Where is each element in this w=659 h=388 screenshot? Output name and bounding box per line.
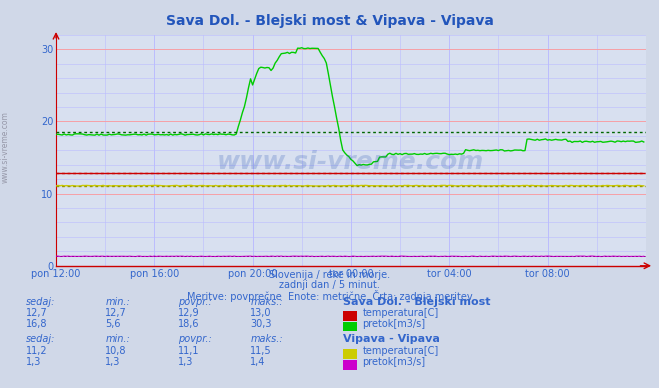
Text: 5,6: 5,6 <box>105 319 121 329</box>
Text: pretok[m3/s]: pretok[m3/s] <box>362 357 426 367</box>
Text: 11,2: 11,2 <box>26 346 48 356</box>
Text: min.:: min.: <box>105 296 130 307</box>
Text: 11,5: 11,5 <box>250 346 272 356</box>
Text: 11,1: 11,1 <box>178 346 200 356</box>
Text: temperatura[C]: temperatura[C] <box>362 346 439 356</box>
Text: Sava Dol. - Blejski most: Sava Dol. - Blejski most <box>343 296 490 307</box>
Text: 1,3: 1,3 <box>105 357 121 367</box>
Text: 30,3: 30,3 <box>250 319 272 329</box>
Text: Sava Dol. - Blejski most & Vipava - Vipava: Sava Dol. - Blejski most & Vipava - Vipa… <box>165 14 494 28</box>
Text: 12,7: 12,7 <box>105 308 127 318</box>
Text: pretok[m3/s]: pretok[m3/s] <box>362 319 426 329</box>
Text: Slovenija / reke in morje.: Slovenija / reke in morje. <box>269 270 390 280</box>
Text: www.si-vreme.com: www.si-vreme.com <box>217 150 484 174</box>
Text: povpr.:: povpr.: <box>178 334 212 344</box>
Text: Meritve: povprečne  Enote: metrične  Črta: zadnja meritev: Meritve: povprečne Enote: metrične Črta:… <box>186 290 473 302</box>
Text: 1,3: 1,3 <box>178 357 193 367</box>
Text: maks.:: maks.: <box>250 296 283 307</box>
Text: 13,0: 13,0 <box>250 308 272 318</box>
Text: 10,8: 10,8 <box>105 346 127 356</box>
Text: povpr.:: povpr.: <box>178 296 212 307</box>
Text: sedaj:: sedaj: <box>26 296 56 307</box>
Text: temperatura[C]: temperatura[C] <box>362 308 439 318</box>
Text: www.si-vreme.com: www.si-vreme.com <box>1 111 10 184</box>
Text: 12,7: 12,7 <box>26 308 48 318</box>
Text: 1,3: 1,3 <box>26 357 42 367</box>
Text: 12,9: 12,9 <box>178 308 200 318</box>
Text: 1,4: 1,4 <box>250 357 266 367</box>
Text: 16,8: 16,8 <box>26 319 48 329</box>
Text: min.:: min.: <box>105 334 130 344</box>
Text: sedaj:: sedaj: <box>26 334 56 344</box>
Text: maks.:: maks.: <box>250 334 283 344</box>
Text: zadnji dan / 5 minut.: zadnji dan / 5 minut. <box>279 280 380 290</box>
Text: 18,6: 18,6 <box>178 319 200 329</box>
Text: Vipava - Vipava: Vipava - Vipava <box>343 334 440 344</box>
